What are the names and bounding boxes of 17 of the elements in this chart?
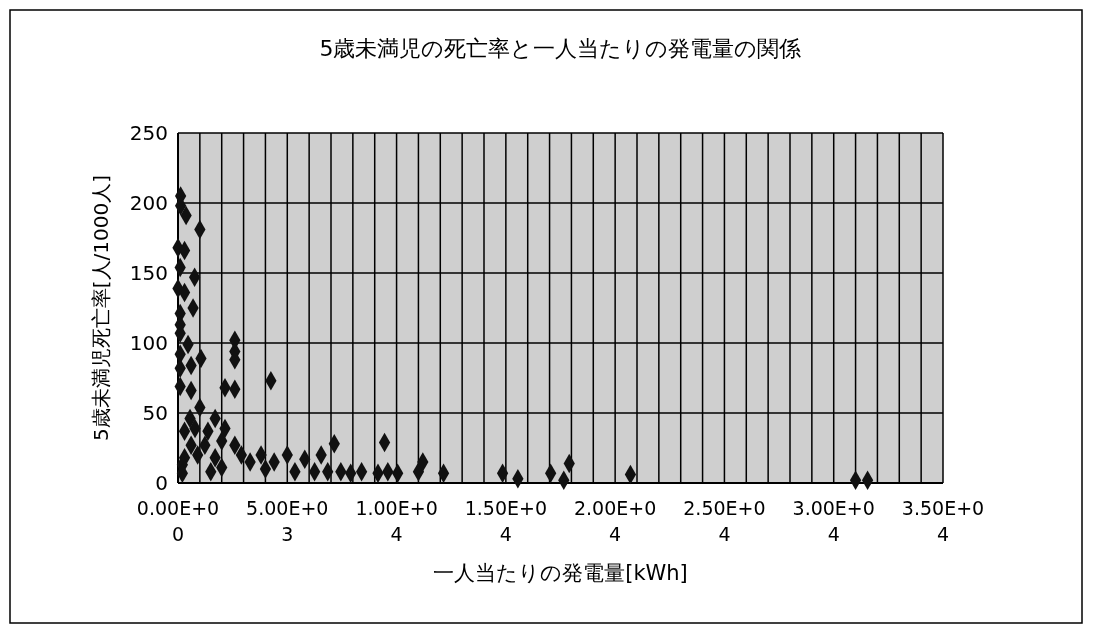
y-tick-label: 100 bbox=[129, 331, 168, 355]
y-tick-label: 50 bbox=[142, 401, 168, 425]
x-axis-title: 一人当たりの発電量[kWh] bbox=[433, 561, 688, 585]
x-tick-label: 3.50E+04 bbox=[901, 497, 985, 545]
x-tick-label: 3.00E+04 bbox=[792, 497, 875, 545]
x-tick-label: 1.50E+04 bbox=[464, 497, 548, 545]
y-tick-label: 150 bbox=[129, 261, 168, 285]
y-tick-label: 200 bbox=[129, 191, 168, 215]
x-tick-label: 5.00E+03 bbox=[246, 497, 329, 545]
x-tick-label: 2.50E+04 bbox=[683, 497, 766, 545]
y-axis-title: 5歳未満児死亡率[人/1000人] bbox=[89, 175, 113, 441]
chart-title: 5歳未満児の死亡率と一人当たりの発電量の関係 bbox=[319, 36, 802, 61]
y-tick-label: 250 bbox=[129, 121, 168, 145]
x-tick-label: 2.00E+04 bbox=[573, 497, 657, 545]
x-tick-label: 0.00E+00 bbox=[136, 497, 220, 545]
x-tick-label: 1.00E+04 bbox=[355, 497, 438, 545]
y-tick-label: 0 bbox=[155, 471, 168, 495]
